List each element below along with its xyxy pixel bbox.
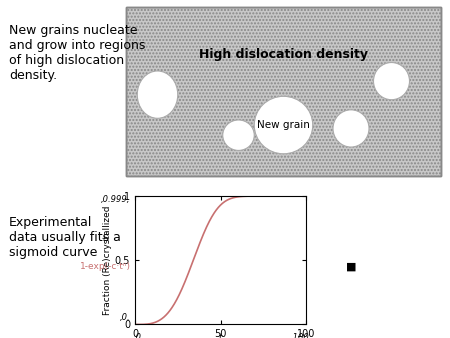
Ellipse shape	[223, 120, 254, 150]
Text: High dislocation density: High dislocation density	[199, 48, 368, 61]
Text: Experimental
data usually fits a
sigmoid curve: Experimental data usually fits a sigmoid…	[9, 216, 121, 259]
Ellipse shape	[333, 110, 369, 147]
Text: New grain: New grain	[257, 120, 310, 130]
Text: New grains nucleate
and grow into regions
of high dislocation
density.: New grains nucleate and grow into region…	[9, 24, 145, 82]
Text: ,0,: ,0,	[134, 333, 145, 338]
Text: ,0.: ,0.	[120, 313, 130, 322]
Y-axis label: Fraction (Re)crystallized: Fraction (Re)crystallized	[103, 206, 112, 315]
Ellipse shape	[374, 63, 410, 100]
FancyBboxPatch shape	[126, 7, 441, 176]
Text: 1-exp(-c·tⁿ): 1-exp(-c·tⁿ)	[80, 262, 130, 271]
Text: ,0.999,: ,0.999,	[101, 195, 130, 204]
Text: ■: ■	[346, 262, 356, 272]
Text: ,100,: ,100,	[291, 333, 312, 338]
Text: t: t	[219, 333, 222, 338]
Ellipse shape	[254, 96, 313, 154]
Ellipse shape	[137, 71, 178, 118]
